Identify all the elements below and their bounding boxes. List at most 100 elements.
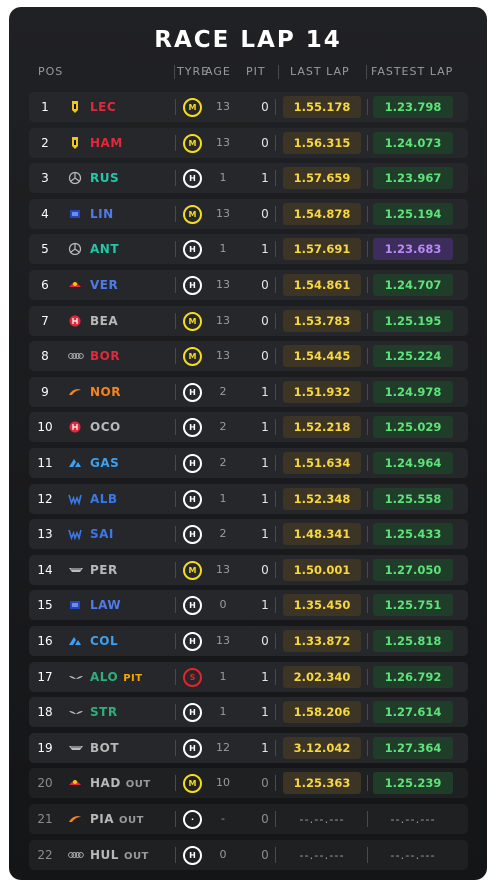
- tyre-compound-icon: H: [183, 632, 202, 651]
- audi-team-icon: [68, 349, 84, 363]
- column-divider: [275, 597, 276, 613]
- aston-martin-team-icon: [68, 705, 83, 719]
- column-divider: [367, 669, 368, 685]
- column-divider: [275, 775, 276, 791]
- standings-row[interactable]: 5 ANT H 1 1 1.57.691 1.23.683: [29, 234, 468, 264]
- position-number: 13: [37, 527, 53, 541]
- column-divider: [175, 99, 176, 115]
- fastest-lap-time: 1.24.964: [373, 452, 453, 474]
- standings-row[interactable]: 15 LAW H 0 1 1.35.450 1.25.751: [29, 590, 468, 620]
- column-divider: [175, 740, 176, 756]
- driver-name: PER: [90, 555, 190, 585]
- standings-row[interactable]: 12 ALB H 1 1 1.52.348 1.25.558: [29, 484, 468, 514]
- standings-row[interactable]: 18 STR H 1 1 1.58.206 1.27.614: [29, 697, 468, 727]
- fastest-lap-time: 1.25.224: [373, 345, 453, 367]
- standings-row[interactable]: 17 ALO PIT S 1 1 2.02.340 1.26.792: [29, 662, 468, 692]
- column-divider: [367, 384, 368, 400]
- fastest-lap-time: 1.26.792: [373, 666, 453, 688]
- fastest-lap-time: 1.27.614: [373, 701, 453, 723]
- driver-code: LEC: [90, 100, 117, 114]
- column-divider: [367, 775, 368, 791]
- header-last-lap: LAST LAP: [290, 65, 350, 78]
- last-lap-time: 1.54.861: [283, 274, 361, 296]
- column-divider: [175, 562, 176, 578]
- standings-row[interactable]: 3 RUS H 1 1 1.57.659 1.23.967: [29, 163, 468, 193]
- standings-row[interactable]: 2 HAM M 13 0 1.56.315 1.24.073: [29, 128, 468, 158]
- pit-stop-count: 0: [261, 563, 269, 577]
- last-lap-time: 1.25.363: [283, 772, 361, 794]
- last-lap-time: 1.53.783: [283, 310, 361, 332]
- audi-team-icon: [68, 848, 84, 862]
- column-divider: [175, 206, 176, 222]
- column-divider: [275, 313, 276, 329]
- haas-team-icon: [68, 420, 82, 434]
- tyre-compound-icon: M: [183, 134, 202, 153]
- column-divider: [175, 811, 176, 827]
- last-lap-time: 1.54.878: [283, 203, 361, 225]
- standings-row[interactable]: 22 HUL OUT H 0 0 --.--.--- --.--.---: [29, 840, 468, 870]
- column-divider: [367, 170, 368, 186]
- column-divider: [275, 562, 276, 578]
- column-divider: [367, 206, 368, 222]
- tyre-compound-icon: H: [183, 418, 202, 437]
- tyre-age: 13: [216, 314, 230, 327]
- standings-row[interactable]: 8 BOR M 13 0 1.54.445 1.25.224: [29, 341, 468, 371]
- overall-fastest-lap-time: 1.23.683: [373, 238, 453, 260]
- tyre-compound-icon: H: [183, 169, 202, 188]
- position-number: 10: [37, 420, 53, 434]
- standings-row[interactable]: 7 BEA M 13 0 1.53.783 1.25.195: [29, 306, 468, 336]
- tyre-compound-icon: H: [183, 383, 202, 402]
- alpine-team-icon: [68, 456, 82, 470]
- tyre-compound-icon: H: [183, 490, 202, 509]
- column-divider: [175, 419, 176, 435]
- standings-row[interactable]: 19 BOT H 12 1 3.12.042 1.27.364: [29, 733, 468, 763]
- column-divider: [275, 740, 276, 756]
- column-divider: [175, 455, 176, 471]
- williams-team-icon: [68, 492, 82, 506]
- last-lap-time: 1.52.348: [283, 488, 361, 510]
- position-number: 19: [37, 741, 53, 755]
- fastest-lap-time: 1.25.818: [373, 630, 453, 652]
- column-divider: [275, 241, 276, 257]
- column-divider: [275, 206, 276, 222]
- last-lap-time: 1.55.178: [283, 96, 361, 118]
- driver-name: RUS: [90, 163, 190, 193]
- last-lap-time: 2.02.340: [283, 666, 361, 688]
- standings-row[interactable]: 21 PIA OUT · - 0 --.--.--- --.--.---: [29, 804, 468, 834]
- standings-row[interactable]: 10 OCO H 2 1 1.52.218 1.25.029: [29, 412, 468, 442]
- driver-name: GAS: [90, 448, 190, 478]
- driver-name: LIN: [90, 199, 190, 229]
- standings-row[interactable]: 9 NOR H 2 1 1.51.932 1.24.978: [29, 377, 468, 407]
- driver-name: BOR: [90, 341, 190, 371]
- standings-row[interactable]: 4 LIN M 13 0 1.54.878 1.25.194: [29, 199, 468, 229]
- column-divider: [275, 455, 276, 471]
- driver-name: LAW: [90, 590, 190, 620]
- standings-row[interactable]: 1 LEC M 13 0 1.55.178 1.23.798: [29, 92, 468, 122]
- position-number: 22: [37, 848, 53, 862]
- mercedes-team-icon: [68, 242, 82, 256]
- fastest-lap-time: 1.23.967: [373, 167, 453, 189]
- pit-stop-count: 0: [261, 349, 269, 363]
- standings-row[interactable]: 16 COL H 13 0 1.33.872 1.25.818: [29, 626, 468, 656]
- driver-name: SAI: [90, 519, 190, 549]
- tyre-compound-icon: M: [183, 561, 202, 580]
- column-divider: [175, 526, 176, 542]
- column-divider: [175, 241, 176, 257]
- header-tyre: TYRE: [177, 65, 210, 78]
- standings-row[interactable]: 13 SAI H 2 1 1.48.341 1.25.433: [29, 519, 468, 549]
- pit-stop-count: 0: [261, 776, 269, 790]
- driver-code: BOR: [90, 349, 121, 363]
- tyre-age: 10: [216, 776, 230, 789]
- position-number: 8: [41, 349, 49, 363]
- standings-row[interactable]: 14 PER M 13 0 1.50.001 1.27.050: [29, 555, 468, 585]
- tyre-age: 1: [219, 171, 227, 184]
- pit-stop-count: 0: [261, 812, 269, 826]
- column-divider: [275, 135, 276, 151]
- column-divider: [367, 562, 368, 578]
- position-number: 3: [41, 171, 49, 185]
- standings-row[interactable]: 6 VER H 13 0 1.54.861 1.24.707: [29, 270, 468, 300]
- standings-row[interactable]: 11 GAS H 2 1 1.51.634 1.24.964: [29, 448, 468, 478]
- last-lap-time: --.--.---: [299, 848, 345, 862]
- standings-row[interactable]: 20 HAD OUT M 10 0 1.25.363 1.25.239: [29, 768, 468, 798]
- fastest-lap-time: 1.24.073: [373, 132, 453, 154]
